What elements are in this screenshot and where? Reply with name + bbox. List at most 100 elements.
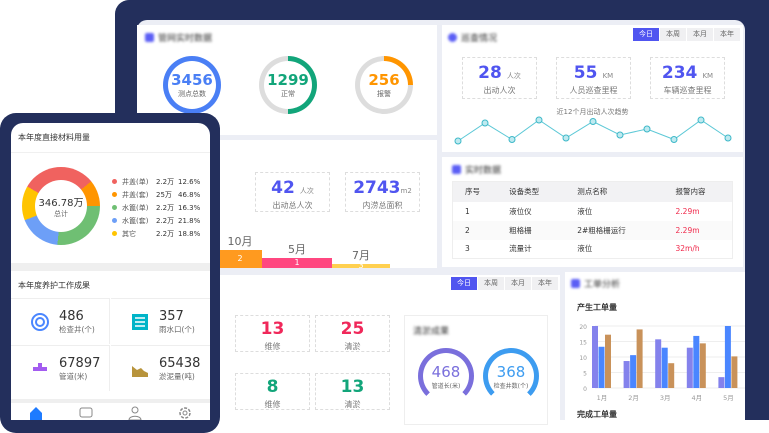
ring-label: 报警 [377,90,391,98]
table-cell: 3 [465,244,470,254]
table-cell: 粗格栅 [497,220,566,240]
x-tick-label: 1月 [597,394,608,402]
patrol-stat-box: 234 KM 车辆巡查里程 [650,57,725,99]
legend-item: 井盖(单) 2.2万 12.6% [112,175,200,188]
bar [724,326,731,388]
stat-value: 234 [661,63,698,83]
phone-screen: 本年度直接材料用量 346.78万 总计 井盖(单) 2.2万 12.6% 井盖(套)… [11,123,210,420]
period-tabs: 今日 本周 本月 本年 [633,28,741,41]
ring-value: 3456 [171,71,213,89]
table-row: 2 粗格栅 2#粗格栅运行 2.29m [452,220,733,240]
ring-gauge: 256 报警 [355,56,413,114]
card-title: 实时数据 [465,166,502,176]
column-header: 序号 [452,181,498,202]
x-tick-label: 2月 [628,394,639,402]
bar [605,334,611,388]
y-tick-label: 5 [583,371,587,378]
column-header: 测点名称 [565,181,664,202]
work-stat: 65438 淤泥量(吨) [111,345,210,391]
stat-label: 清淤 [344,400,361,409]
trend-point [481,119,489,127]
legend-name: 水篦(单) [122,203,149,212]
legend-pct: 12.6% [178,177,201,186]
legend-dot-icon [112,192,117,197]
stat-value: 8 [266,377,279,397]
bottom-nav [11,403,210,420]
trend-point [508,136,516,143]
table-cell: 液位仪 [509,206,532,216]
stat-unit: KM [702,72,714,80]
legend-item: 水篦(套) 2.2万 21.8% [112,214,200,227]
chart-title: 产生工单量 [577,303,617,312]
bar [623,361,630,388]
legend-dot-icon [112,218,117,223]
column-header: 报警内容 [663,181,733,202]
x-tick-label: 3月 [660,394,671,402]
dredge-panel: 清淤成果 468 管道长(米) 368 检查井数(个) [404,315,548,425]
trend-point [697,116,705,124]
tab-1[interactable]: 本周 [478,277,504,290]
legend-pct: 18.8% [178,229,201,238]
patrol-stat-box: 28 人次 出动人次 [462,57,537,99]
tab-3[interactable]: 本年 [532,277,558,290]
bar [731,356,738,388]
stat-label: 内涝总面积 [362,201,403,210]
tab-0[interactable]: 今日 [451,277,477,290]
ring-value: 256 [368,71,400,89]
table-row: 3 流量计 液位 32m/h [453,240,733,259]
stat-value: 67897 [59,355,101,371]
stat-label: 维修 [264,400,281,409]
stat-label: 淤泥量(吨) [159,371,195,381]
stat-value: 2743 [353,178,401,198]
dredge-gauge: 368 检查井数(个) [483,348,539,404]
y-tick-label: 10 [579,355,587,362]
rank-bar: 1 [262,258,332,268]
tab-2[interactable]: 本月 [505,277,531,290]
maintenance-stat-box: 13 清淤 [315,373,390,410]
trend-line-chart [454,116,732,145]
total-value: 346.78万 [38,198,84,209]
trend-point [589,118,597,125]
y-tick-label: 15 [579,340,587,347]
legend-item: 水篦(单) 2.2万 16.3% [112,201,200,214]
tab-3[interactable]: 本年 [714,28,740,41]
bar [661,347,668,388]
bar [592,326,598,388]
bar [686,347,693,388]
card-title: 巡查情况 [461,34,498,44]
period-tabs: 今日 本周 本月 本年 [451,277,559,290]
stat-label: 出动人次 [483,86,516,95]
column-header: 设备类型 [497,181,566,202]
gauge-label: 管道长(米) [431,382,461,390]
card-title: 管网实时数据 [158,34,213,44]
y-tick-label: 0 [583,386,587,393]
tab-1[interactable]: 本周 [660,28,686,41]
settings-icon[interactable] [177,405,193,420]
message-icon[interactable] [78,405,94,420]
work-stat: 357 雨水口(个) [111,298,210,344]
table-cell: 液位 [577,244,593,254]
tab-0[interactable]: 今日 [633,28,659,41]
tab-2[interactable]: 本月 [687,28,713,41]
legend-dot-icon [112,205,117,210]
stat-label: 出动总人次 [272,201,313,210]
trend-point [535,116,543,124]
legend-dot-icon [112,231,117,236]
stat-unit: KM [602,72,614,80]
work-order-card: 工单分析 产生工单量 0 5 10 15 20 1月 2月 3月 4月 5月 完成工单量 [565,272,745,420]
ring-value: 1299 [267,71,309,89]
gauge-value: 368 [496,362,526,381]
table-cell: 1 [465,206,470,216]
bar [655,339,662,388]
bar [699,343,706,388]
rank-bar: 2 [218,250,262,268]
bar-chart-icon [452,165,461,174]
stat-value: 55 [573,63,598,83]
manhole-icon [31,312,49,331]
stat-label: 检查井(个) [59,324,95,334]
stat-label: 人员巡查里程 [569,86,618,95]
bar [693,335,700,388]
home-icon[interactable] [28,405,44,420]
total-label: 总计 [54,210,68,218]
user-icon[interactable] [127,405,143,420]
